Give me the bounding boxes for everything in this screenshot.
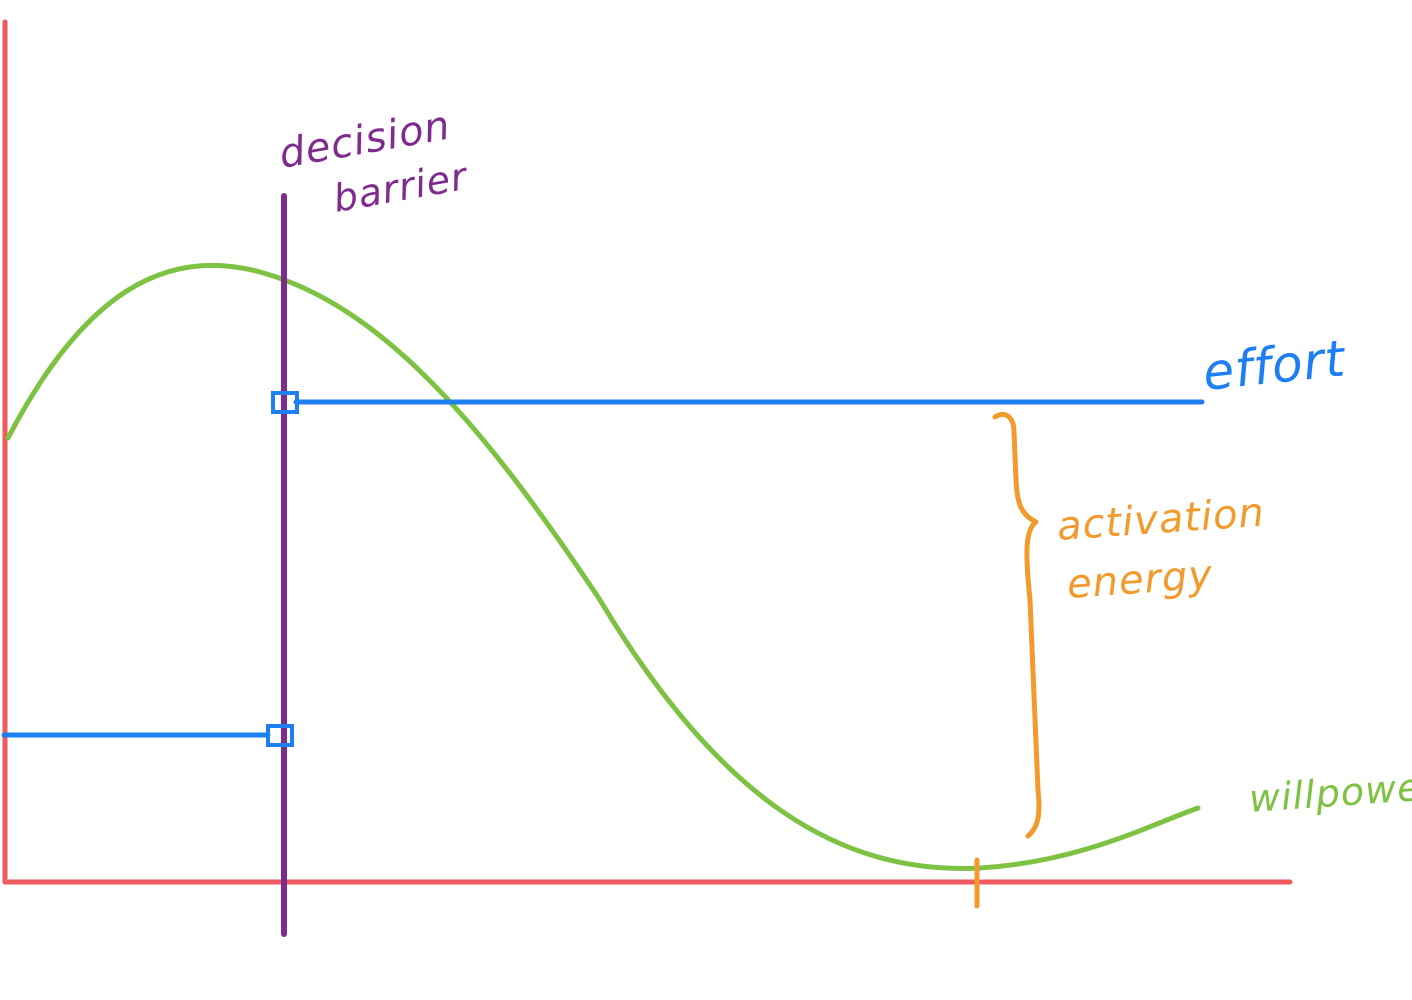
- lower-intersection-marker: [266, 724, 294, 747]
- willpower-label: willpower: [1248, 764, 1412, 821]
- effort-label: effort: [1200, 329, 1349, 402]
- activation-energy-label-line2: energy: [1065, 552, 1214, 608]
- effort-intersection-marker: [271, 391, 299, 414]
- willpower-curve: [5, 262, 1201, 871]
- activation-energy-label-line1: activation: [1055, 490, 1266, 550]
- activation-energy-brace: [992, 411, 1042, 839]
